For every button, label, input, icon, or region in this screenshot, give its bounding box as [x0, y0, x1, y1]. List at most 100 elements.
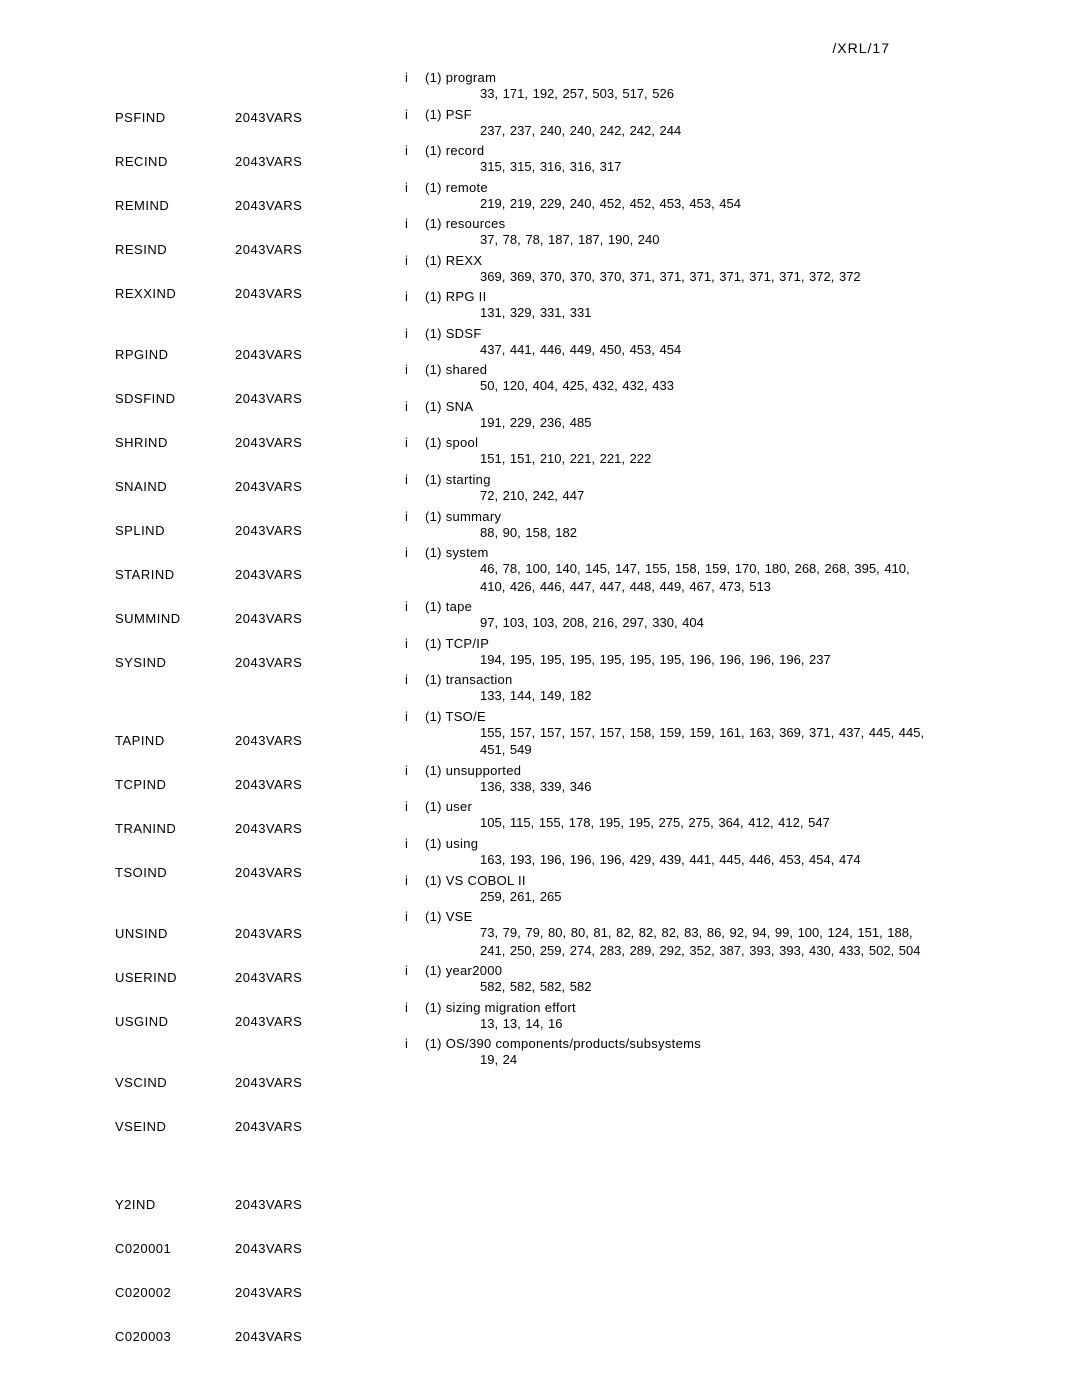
left-entry-code: 2043VARS — [235, 821, 302, 836]
left-entry: USERIND2043VARS — [115, 970, 385, 985]
right-entry-main: (1) TSO/E155, 157, 157, 157, 157, 158, 1… — [425, 709, 1020, 759]
right-entry-title: (1) SDSF — [425, 326, 1020, 341]
right-entry-pages: 88, 90, 158, 182 — [425, 524, 1020, 542]
right-entry: i(1) TSO/E155, 157, 157, 157, 157, 158, … — [385, 709, 1020, 759]
left-entry-name: RPGIND — [115, 347, 235, 362]
left-entry-code: 2043VARS — [235, 970, 302, 985]
right-entry: i(1) starting72, 210, 242, 447 — [385, 472, 1020, 505]
index-marker: i — [385, 180, 425, 213]
left-entry-code: 2043VARS — [235, 198, 302, 213]
index-marker: i — [385, 289, 425, 322]
right-entry-title: (1) summary — [425, 509, 1020, 524]
right-entry-main: (1) shared50, 120, 404, 425, 432, 432, 4… — [425, 362, 1020, 395]
right-entry-pages: 237, 237, 240, 240, 242, 242, 244 — [425, 122, 1020, 140]
right-entry-main: (1) SNA191, 229, 236, 485 — [425, 399, 1020, 432]
left-entry-code: 2043VARS — [235, 1241, 302, 1256]
left-entry: Y2IND2043VARS — [115, 1197, 385, 1212]
left-entry-name: UNSIND — [115, 926, 235, 941]
left-entry: RESIND2043VARS — [115, 242, 385, 257]
right-entry-title: (1) PSF — [425, 107, 1020, 122]
left-entry-name: C020003 — [115, 1329, 235, 1344]
index-marker: i — [385, 1036, 425, 1069]
left-entry: VSCIND2043VARS — [115, 1075, 385, 1090]
left-entry-code: 2043VARS — [235, 926, 302, 941]
right-entry-pages: 97, 103, 103, 208, 216, 297, 330, 404 — [425, 614, 1020, 632]
page: /XRL/17 PSFIND2043VARSRECIND2043VARSREMI… — [0, 0, 1080, 1384]
right-column: i(1) program33, 171, 192, 257, 503, 517,… — [385, 70, 1020, 1344]
right-entry-main: (1) transaction133, 144, 149, 182 — [425, 672, 1020, 705]
index-marker: i — [385, 799, 425, 832]
left-entry-name: SHRIND — [115, 435, 235, 450]
right-entry-pages: 437, 441, 446, 449, 450, 453, 454 — [425, 341, 1020, 359]
left-entry: SNAIND2043VARS — [115, 479, 385, 494]
left-entry: VSEIND2043VARS — [115, 1119, 385, 1134]
index-marker: i — [385, 70, 425, 103]
left-entry-name: TSOIND — [115, 865, 235, 880]
right-entry-main: (1) VS COBOL II259, 261, 265 — [425, 873, 1020, 906]
left-entry-name: SDSFIND — [115, 391, 235, 406]
right-entry: i(1) SDSF437, 441, 446, 449, 450, 453, 4… — [385, 326, 1020, 359]
left-entry-code: 2043VARS — [235, 523, 302, 538]
left-entry-code: 2043VARS — [235, 391, 302, 406]
right-entry-main: (1) VSE73, 79, 79, 80, 80, 81, 82, 82, 8… — [425, 909, 1020, 959]
left-entry-code: 2043VARS — [235, 110, 302, 125]
left-entry: SYSIND2043VARS — [115, 655, 385, 670]
left-entry-code: 2043VARS — [235, 865, 302, 880]
right-entry-main: (1) unsupported136, 338, 339, 346 — [425, 763, 1020, 796]
right-entry-pages: 136, 338, 339, 346 — [425, 778, 1020, 796]
right-entry: i(1) RPG II131, 329, 331, 331 — [385, 289, 1020, 322]
right-entry-main: (1) system46, 78, 100, 140, 145, 147, 15… — [425, 545, 1020, 595]
right-entry-pages: 151, 151, 210, 221, 221, 222 — [425, 450, 1020, 468]
left-entry: C0200022043VARS — [115, 1285, 385, 1300]
index-marker: i — [385, 672, 425, 705]
right-entry: i(1) user105, 115, 155, 178, 195, 195, 2… — [385, 799, 1020, 832]
index-marker: i — [385, 963, 425, 996]
left-entry-name: TRANIND — [115, 821, 235, 836]
right-entry-title: (1) spool — [425, 435, 1020, 450]
right-entry-main: (1) OS/390 components/products/subsystem… — [425, 1036, 1020, 1069]
right-entry-title: (1) remote — [425, 180, 1020, 195]
left-column: PSFIND2043VARSRECIND2043VARSREMIND2043VA… — [60, 70, 385, 1344]
right-entry: i(1) resources37, 78, 78, 187, 187, 190,… — [385, 216, 1020, 249]
right-entry-main: (1) program33, 171, 192, 257, 503, 517, … — [425, 70, 1020, 103]
left-entry-code: 2043VARS — [235, 567, 302, 582]
left-entry-code: 2043VARS — [235, 1014, 302, 1029]
right-entry: i(1) shared50, 120, 404, 425, 432, 432, … — [385, 362, 1020, 395]
right-entry-main: (1) starting72, 210, 242, 447 — [425, 472, 1020, 505]
right-entry-main: (1) RPG II131, 329, 331, 331 — [425, 289, 1020, 322]
left-entry-name: SUMMIND — [115, 611, 235, 626]
left-entry-name: Y2IND — [115, 1197, 235, 1212]
left-entry-code: 2043VARS — [235, 479, 302, 494]
right-entry-title: (1) REXX — [425, 253, 1020, 268]
right-entry-pages: 133, 144, 149, 182 — [425, 687, 1020, 705]
left-entry-name: USGIND — [115, 1014, 235, 1029]
right-entry-pages: 582, 582, 582, 582 — [425, 978, 1020, 996]
left-entry-name: C020001 — [115, 1241, 235, 1256]
left-entry: RECIND2043VARS — [115, 154, 385, 169]
left-entry: RPGIND2043VARS — [115, 347, 385, 362]
right-entry-title: (1) program — [425, 70, 1020, 85]
left-entry-name: RESIND — [115, 242, 235, 257]
right-entry-title: (1) using — [425, 836, 1020, 851]
left-entry: REMIND2043VARS — [115, 198, 385, 213]
right-entry-pages: 19, 24 — [425, 1051, 1020, 1069]
left-entry-code: 2043VARS — [235, 733, 302, 748]
right-entry-pages: 194, 195, 195, 195, 195, 195, 195, 196, … — [425, 651, 1020, 669]
right-entry-pages: 37, 78, 78, 187, 187, 190, 240 — [425, 231, 1020, 249]
left-entry-name: VSCIND — [115, 1075, 235, 1090]
left-entry-name: SPLIND — [115, 523, 235, 538]
right-entry-main: (1) PSF237, 237, 240, 240, 242, 242, 244 — [425, 107, 1020, 140]
index-marker: i — [385, 435, 425, 468]
left-entry-name: RECIND — [115, 154, 235, 169]
right-entry-pages: 155, 157, 157, 157, 157, 158, 159, 159, … — [425, 724, 1020, 759]
right-entry: i(1) sizing migration effort13, 13, 14, … — [385, 1000, 1020, 1033]
left-entry-code: 2043VARS — [235, 154, 302, 169]
right-entry-title: (1) shared — [425, 362, 1020, 377]
right-entry-pages: 72, 210, 242, 447 — [425, 487, 1020, 505]
right-entry-pages: 131, 329, 331, 331 — [425, 304, 1020, 322]
right-entry: i(1) remote219, 219, 229, 240, 452, 452,… — [385, 180, 1020, 213]
right-entry: i(1) VSE73, 79, 79, 80, 80, 81, 82, 82, … — [385, 909, 1020, 959]
right-entry-pages: 191, 229, 236, 485 — [425, 414, 1020, 432]
left-entry: UNSIND2043VARS — [115, 926, 385, 941]
right-entry: i(1) summary88, 90, 158, 182 — [385, 509, 1020, 542]
